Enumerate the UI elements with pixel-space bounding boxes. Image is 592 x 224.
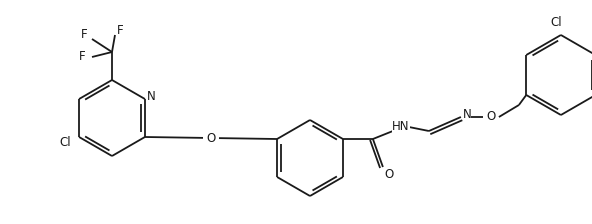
- Text: N: N: [147, 90, 155, 103]
- Text: F: F: [81, 28, 87, 41]
- Text: O: O: [486, 110, 496, 123]
- Text: Cl: Cl: [59, 136, 71, 149]
- Text: F: F: [79, 50, 85, 63]
- Text: O: O: [384, 168, 394, 181]
- Text: Cl: Cl: [550, 17, 562, 30]
- Text: HN: HN: [392, 121, 410, 134]
- Text: O: O: [207, 131, 215, 144]
- Text: F: F: [117, 24, 123, 37]
- Text: N: N: [462, 108, 471, 121]
